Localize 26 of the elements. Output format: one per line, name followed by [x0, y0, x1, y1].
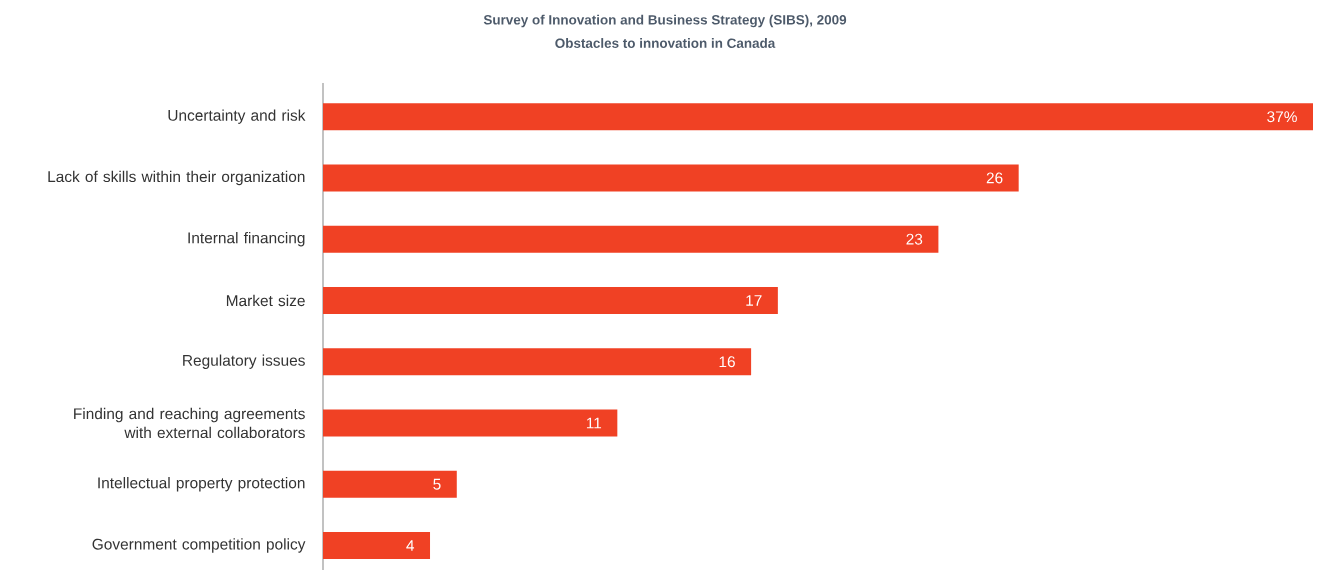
y-tick-label: Regulatory issues: [183, 354, 305, 369]
y-tick-label: Intellectual property protection: [98, 476, 305, 492]
chart-subtitle: Obstacles to innovation in Canada: [555, 37, 776, 48]
data-label: 37%: [1267, 111, 1297, 123]
bar: [323, 470, 457, 498]
bar: [323, 164, 1019, 192]
bar: [323, 348, 752, 376]
y-tick-label: Uncertainty and risk: [168, 109, 306, 124]
y-tick-label: Market size: [226, 294, 305, 306]
data-label: 11: [586, 417, 602, 429]
data-label: 23: [906, 233, 923, 245]
bar: [323, 225, 939, 253]
data-label: 4: [406, 540, 415, 551]
bar: [323, 286, 778, 314]
y-tick-label: Government competition policy: [92, 538, 306, 553]
bar: [323, 103, 1313, 131]
data-label: 16: [719, 356, 735, 368]
y-tick-label: Internal financing: [188, 231, 305, 247]
data-label: 17: [746, 295, 762, 306]
bar: [323, 531, 431, 559]
bar: [323, 409, 618, 437]
y-tick-label: Finding and reaching agreements with external collaborators: [74, 407, 305, 438]
data-label: 5: [433, 478, 441, 490]
data-label: 26: [986, 172, 1003, 184]
y-tick-label: Lack of skills within their organization: [48, 170, 305, 185]
chart-title: Survey of Innovation and Business Strategy (SIBS), 2009: [483, 14, 847, 28]
